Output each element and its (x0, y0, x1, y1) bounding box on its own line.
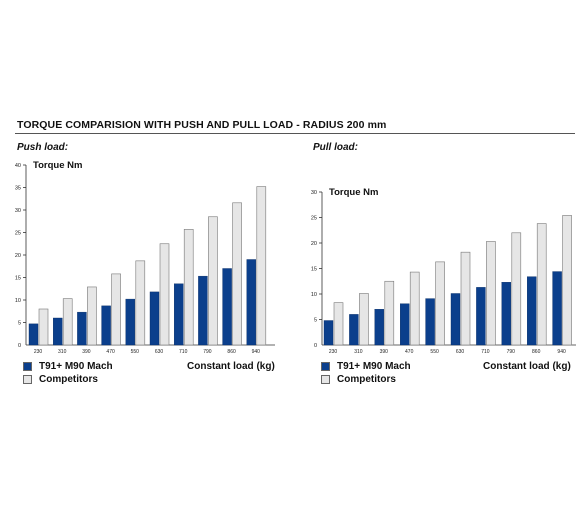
x-tick-label: 860 (227, 349, 236, 355)
pull-legend-item-1: Competitors (321, 374, 396, 385)
bar-competitors (256, 186, 267, 346)
x-tick-label: 230 (34, 349, 43, 355)
legend-label: Competitors (337, 374, 396, 385)
x-tick-label: 790 (203, 349, 212, 355)
x-tick-label: 630 (456, 349, 465, 355)
bar-competitors (384, 280, 395, 346)
y-tick-label: 35 (15, 186, 21, 192)
bar-t91 (28, 323, 39, 346)
x-tick-label: 310 (58, 349, 67, 355)
bar-t91 (552, 271, 562, 346)
bar-t91 (125, 298, 136, 346)
x-tick-label: 230 (329, 349, 338, 355)
y-tick-label: 10 (15, 298, 21, 304)
bar-competitors (435, 261, 445, 346)
legend-label: T91+ M90 Mach (39, 361, 113, 372)
legend-label: T91+ M90 Mach (337, 361, 411, 372)
bar-t91 (173, 283, 184, 346)
bar-t91 (476, 287, 486, 346)
bar-competitors (62, 298, 73, 346)
bar-t91 (349, 314, 359, 346)
bar-competitors (486, 241, 496, 346)
bar-competitors (87, 286, 97, 346)
y-axis-title: Torque Nm (33, 160, 82, 171)
y-axis-title: Torque Nm (329, 187, 378, 198)
y-tick-label: 10 (311, 292, 317, 298)
y-tick-label: 5 (18, 321, 21, 327)
bar-competitors (111, 273, 121, 346)
bar-competitors (159, 243, 170, 346)
y-tick-label: 0 (18, 343, 21, 349)
y-tick-label: 15 (311, 267, 317, 273)
bar-t91 (450, 293, 461, 346)
bar-competitors (359, 293, 369, 346)
y-tick-label: 40 (15, 163, 21, 169)
bar-t91 (246, 259, 257, 346)
pull-x-axis-title: Constant load (kg) (483, 361, 571, 372)
y-tick-label: 0 (314, 343, 317, 349)
bar-competitors (38, 308, 49, 346)
bar-t91 (101, 305, 111, 346)
x-tick-label: 860 (532, 349, 541, 355)
bar-t91 (425, 298, 435, 346)
x-tick-label: 310 (354, 349, 363, 355)
bar-competitors (460, 251, 471, 346)
bar-t91 (77, 311, 87, 346)
bar-t91 (222, 268, 232, 346)
x-tick-label: 550 (131, 349, 140, 355)
bar-t91 (149, 291, 160, 346)
x-tick-label: 940 (252, 349, 261, 355)
y-tick-label: 30 (15, 208, 21, 214)
x-tick-label: 710 (481, 349, 490, 355)
bar-t91 (323, 320, 334, 346)
bar-t91 (501, 282, 511, 346)
bar-t91 (53, 317, 63, 346)
x-tick-label: 710 (179, 349, 188, 355)
bar-competitors (409, 271, 420, 346)
legend-swatch-t91 (321, 362, 330, 371)
bar-competitors (562, 215, 572, 346)
x-tick-label: 390 (82, 349, 91, 355)
y-tick-label: 20 (311, 241, 317, 247)
pull-legend-item-0: T91+ M90 Mach (321, 361, 411, 372)
page-title: TORQUE COMPARISION WITH PUSH AND PULL LO… (17, 119, 387, 131)
pull-load-subtitle: Pull load: (313, 142, 358, 153)
legend-swatch-competitors (321, 375, 330, 384)
legend-label: Competitors (39, 374, 98, 385)
bar-competitors (536, 223, 547, 346)
y-tick-label: 25 (311, 216, 317, 222)
x-tick-label: 630 (155, 349, 164, 355)
legend-swatch-t91 (23, 362, 32, 371)
bar-competitors (183, 229, 194, 346)
x-tick-label: 470 (106, 349, 115, 355)
push-legend-item-0: T91+ M90 Mach (23, 361, 113, 372)
bar-t91 (198, 275, 208, 346)
bar-t91 (527, 276, 537, 346)
title-divider (15, 133, 575, 134)
bar-t91 (374, 309, 384, 346)
y-tick-label: 20 (15, 253, 21, 259)
y-tick-label: 15 (15, 276, 21, 282)
y-tick-label: 5 (314, 318, 317, 324)
y-tick-label: 25 (15, 231, 21, 237)
push-load-subtitle: Push load: (17, 142, 69, 153)
x-tick-label: 550 (430, 349, 439, 355)
legend-swatch-competitors (23, 375, 32, 384)
bar-t91 (400, 303, 410, 346)
x-tick-label: 470 (405, 349, 414, 355)
bar-competitors (208, 216, 218, 346)
x-tick-label: 940 (557, 349, 566, 355)
push-x-axis-title: Constant load (kg) (187, 361, 275, 372)
bar-competitors (135, 260, 146, 346)
bar-competitors (333, 302, 344, 346)
x-tick-label: 790 (507, 349, 516, 355)
push-legend-item-1: Competitors (23, 374, 98, 385)
bar-competitors (232, 202, 242, 346)
y-tick-label: 30 (311, 190, 317, 196)
bar-competitors (511, 232, 522, 346)
x-tick-label: 390 (380, 349, 389, 355)
